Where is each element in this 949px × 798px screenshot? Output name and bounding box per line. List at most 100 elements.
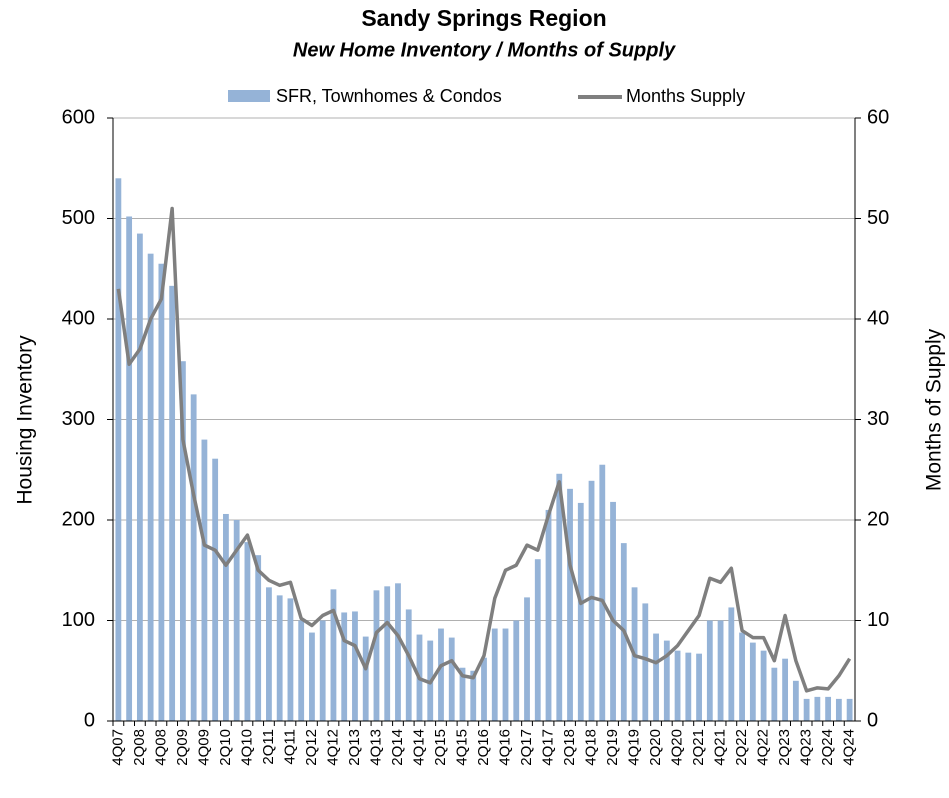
y-tick-label: 300 xyxy=(62,408,95,430)
bar xyxy=(782,658,789,721)
bar xyxy=(190,394,197,721)
y-tick-label: 500 xyxy=(62,207,95,229)
y2-tick-label: 50 xyxy=(867,207,889,229)
x-tick-label: 2Q20 xyxy=(647,729,664,766)
bar xyxy=(524,597,530,721)
bar xyxy=(760,650,767,721)
bar xyxy=(384,586,391,721)
bar xyxy=(470,670,477,721)
bar xyxy=(663,640,670,721)
bar xyxy=(513,620,520,721)
bar xyxy=(717,620,724,721)
bar xyxy=(459,667,466,721)
bar xyxy=(835,698,842,721)
x-tick-label: 4Q16 xyxy=(496,729,513,766)
bar xyxy=(405,609,412,721)
bar xyxy=(481,657,487,721)
x-tick-label: 2Q08 xyxy=(131,729,148,766)
y2-axis-title: Months of Supply xyxy=(923,328,946,491)
bar xyxy=(448,637,455,721)
x-tick-label: 4Q23 xyxy=(798,729,815,766)
x-tick-label: 2Q23 xyxy=(776,729,793,766)
bar xyxy=(599,464,606,721)
y-tick-label: 200 xyxy=(62,508,95,530)
y2-tick-label: 60 xyxy=(867,106,889,128)
bar xyxy=(846,698,853,721)
x-tick-label: 4Q24 xyxy=(841,729,858,766)
x-tick-label: 2Q10 xyxy=(217,729,234,766)
x-tick-label: 4Q09 xyxy=(195,729,212,766)
x-tick-label: 2Q12 xyxy=(303,729,320,766)
x-tick-label: 2Q16 xyxy=(475,729,492,766)
bar xyxy=(685,652,692,721)
bar xyxy=(352,611,358,721)
x-tick-label: 2Q17 xyxy=(518,729,535,766)
bar xyxy=(233,520,240,721)
chart-title: Sandy Springs Region xyxy=(361,5,606,31)
bar xyxy=(491,628,498,721)
x-tick-label: 4Q19 xyxy=(626,729,643,766)
bar xyxy=(158,263,165,721)
bar xyxy=(395,583,401,721)
bar xyxy=(502,628,509,721)
bar xyxy=(276,595,283,721)
bar xyxy=(674,650,681,721)
bar xyxy=(330,589,337,721)
y2-tick-label: 30 xyxy=(867,408,889,430)
x-tick-label: 4Q22 xyxy=(755,729,772,766)
x-tick-label: 2Q13 xyxy=(346,729,363,766)
y2-tick-label: 20 xyxy=(867,508,889,530)
bar xyxy=(319,620,326,721)
bar xyxy=(266,587,272,721)
bar xyxy=(749,642,756,721)
x-tick-label: 4Q10 xyxy=(238,729,255,766)
x-tick-label: 4Q08 xyxy=(152,729,169,766)
chart-subtitle: New Home Inventory / Months of Supply xyxy=(293,39,676,61)
bar xyxy=(792,680,799,721)
y-tick-label: 100 xyxy=(62,609,95,631)
bar xyxy=(179,361,186,721)
bar xyxy=(298,620,305,721)
bar xyxy=(373,590,380,721)
x-tick-label: 2Q14 xyxy=(389,729,406,766)
bar xyxy=(803,698,810,721)
bar xyxy=(438,628,444,721)
bar xyxy=(147,253,154,722)
bar xyxy=(309,632,315,721)
bar xyxy=(825,696,832,721)
bar xyxy=(588,480,595,721)
x-tick-label: 2Q22 xyxy=(733,729,750,766)
x-tick-label: 2Q11 xyxy=(260,729,277,765)
y-tick-label: 0 xyxy=(84,709,95,731)
x-tick-label: 2Q18 xyxy=(561,729,578,766)
bar xyxy=(136,233,143,721)
x-tick-label: 2Q19 xyxy=(604,729,621,766)
y2-tick-label: 0 xyxy=(867,709,878,731)
y-axis-title: Housing Inventory xyxy=(14,335,37,505)
bar xyxy=(771,667,778,721)
x-tick-label: 4Q14 xyxy=(410,729,427,766)
bar xyxy=(115,178,122,722)
x-tick-label: 4Q11 xyxy=(281,729,298,765)
bar xyxy=(223,513,229,721)
x-tick-label: 2Q09 xyxy=(174,729,191,766)
bar xyxy=(696,653,702,721)
x-tick-label: 4Q07 xyxy=(109,729,126,766)
x-tick-label: 4Q12 xyxy=(324,729,341,766)
bar xyxy=(556,473,563,721)
legend-label: Months Supply xyxy=(626,86,745,106)
bar xyxy=(706,620,713,721)
bar xyxy=(169,285,176,721)
line xyxy=(116,206,852,693)
y2-tick-label: 40 xyxy=(867,307,889,329)
bar xyxy=(362,636,369,721)
bar xyxy=(534,559,541,721)
legend-swatch xyxy=(228,90,270,102)
bar xyxy=(126,216,133,722)
bar xyxy=(255,555,262,721)
y2-tick-label: 10 xyxy=(867,609,889,631)
bar xyxy=(739,632,745,721)
x-tick-label: 2Q21 xyxy=(690,729,707,766)
x-tick-label: 4Q18 xyxy=(583,729,600,766)
